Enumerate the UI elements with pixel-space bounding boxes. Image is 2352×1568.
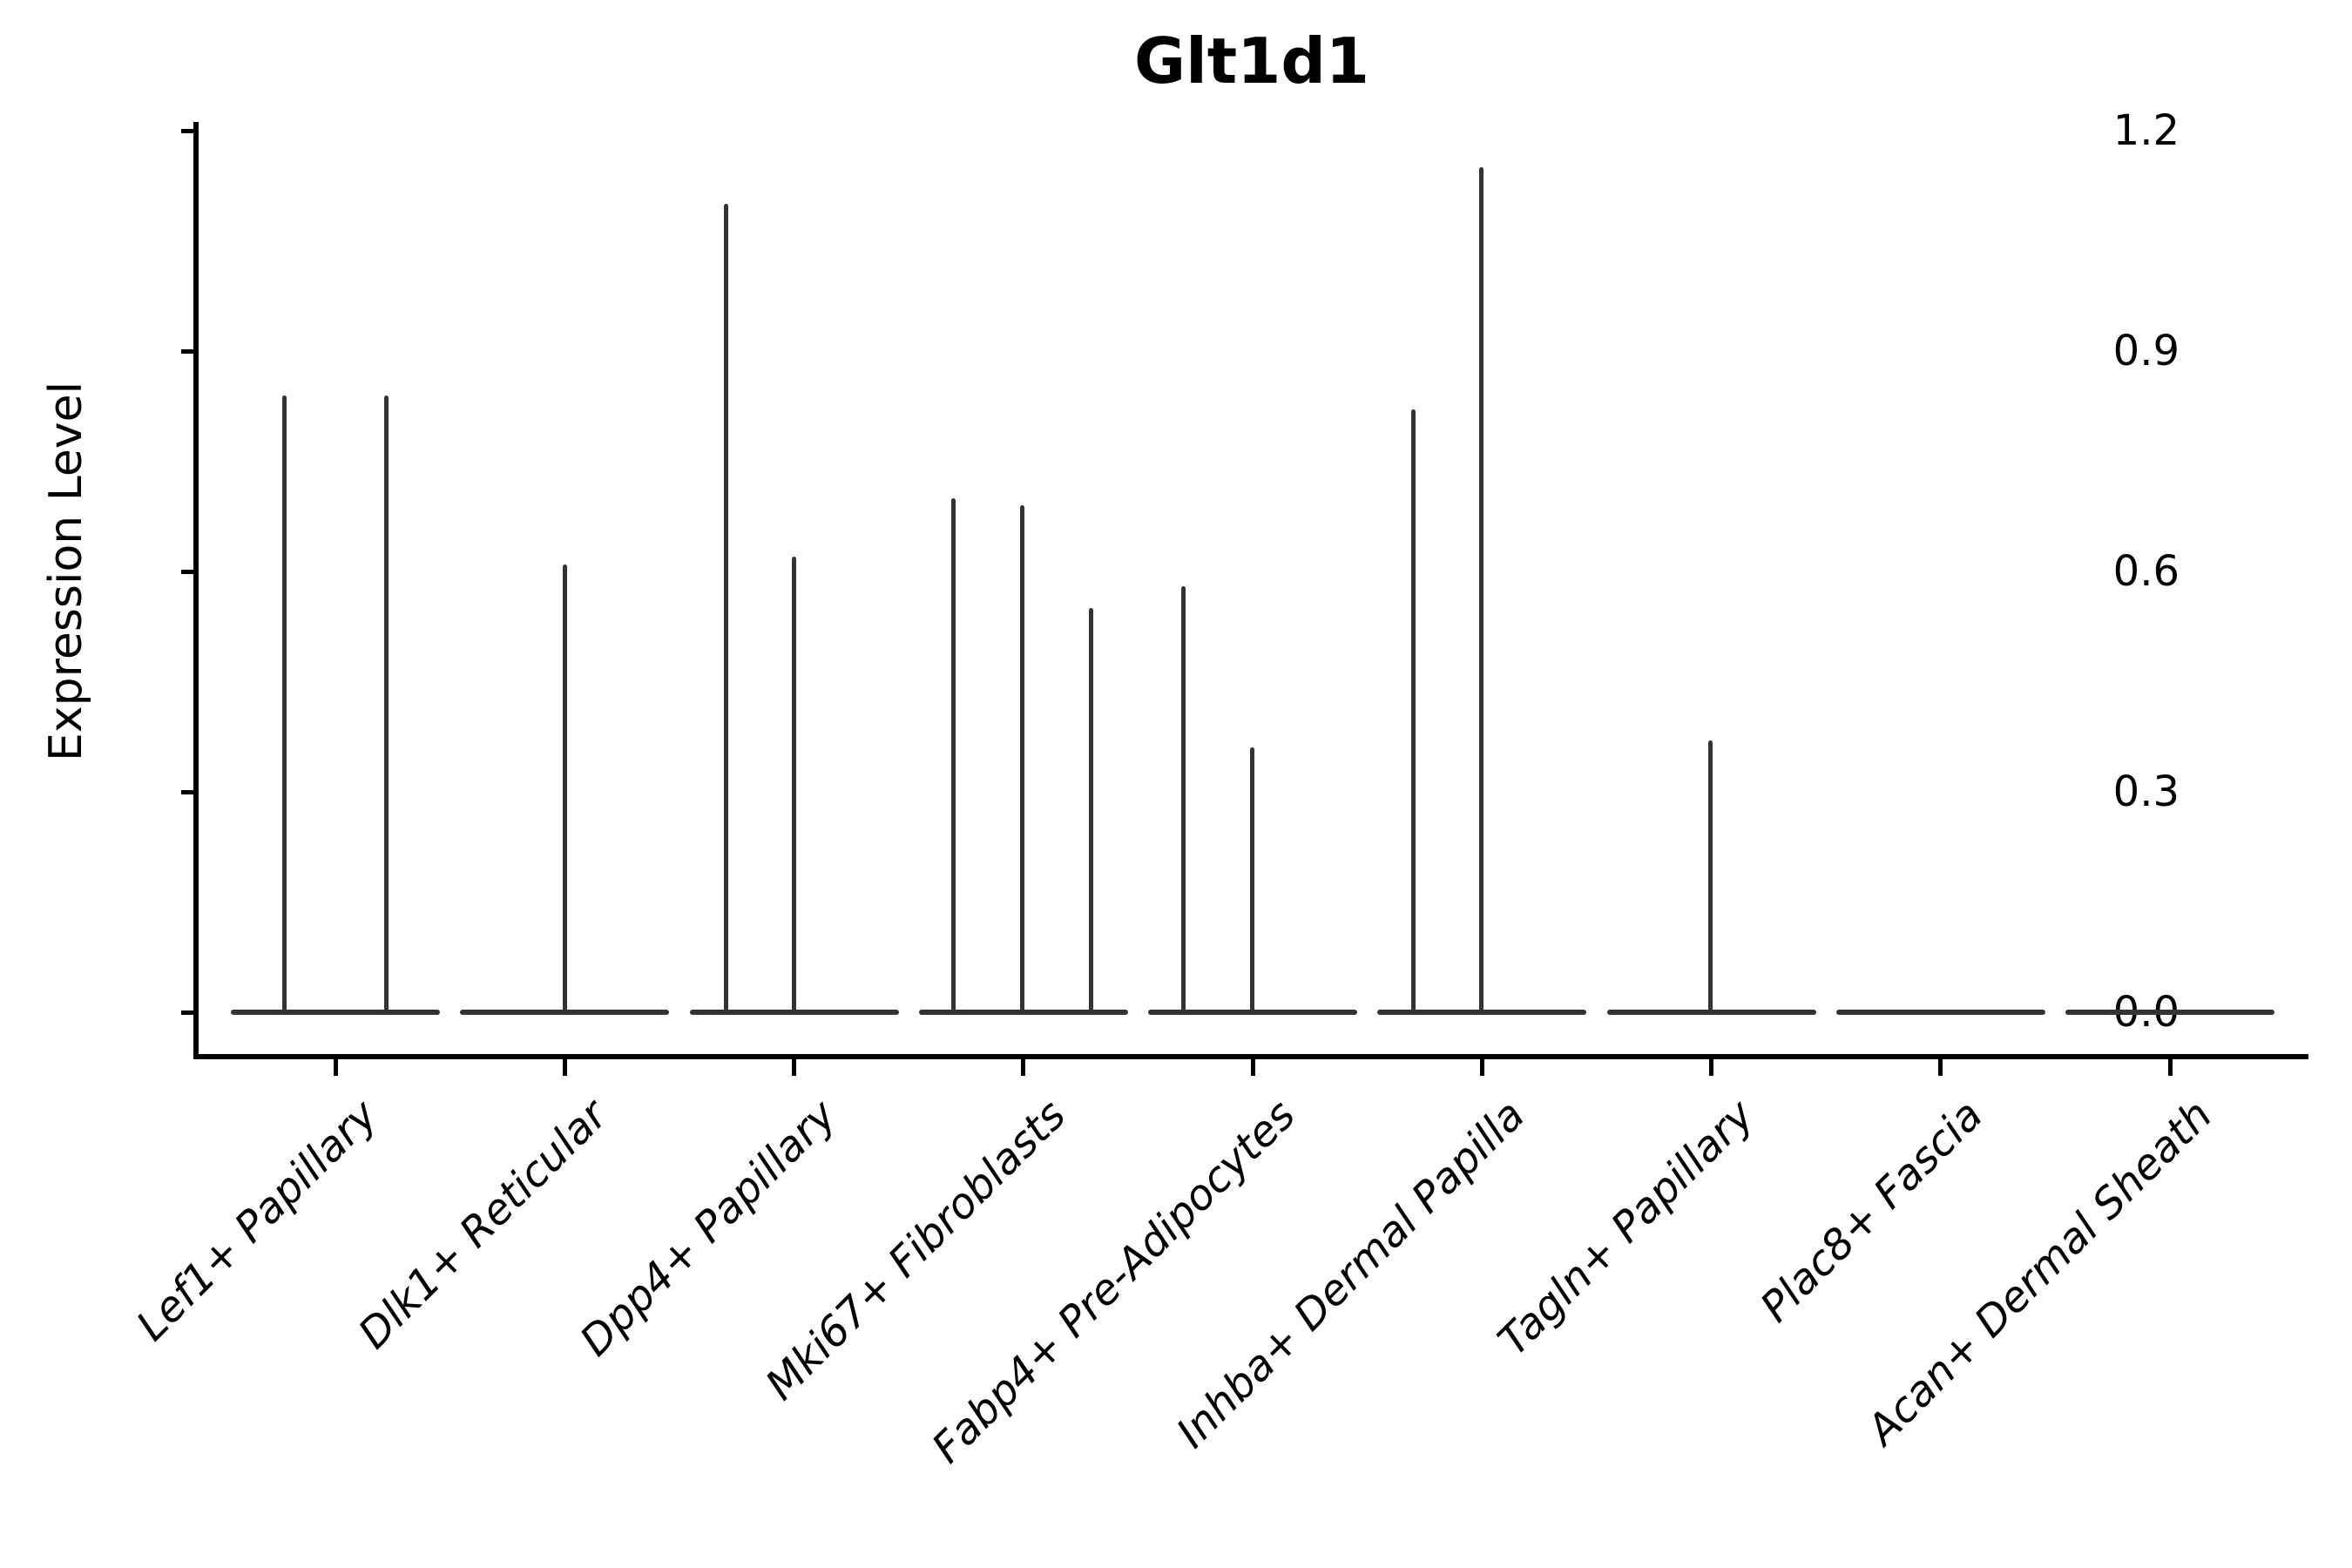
y-tick [181, 128, 196, 133]
chart-title: Glt1d1 [1134, 24, 1369, 98]
violin-spike [1249, 747, 1254, 1015]
violin-baseline [2065, 1010, 2274, 1015]
violin-spike [792, 557, 796, 1015]
violin-spike [1708, 740, 1713, 1015]
y-tick [181, 348, 196, 354]
x-tick-label: Dpp4+ Papillary [571, 1091, 847, 1366]
x-tick [1479, 1054, 1484, 1076]
violin-spike [1410, 409, 1416, 1015]
violin-spike [281, 395, 287, 1015]
y-tick [181, 1010, 196, 1015]
violin-spike [1089, 608, 1094, 1015]
y-tick-label: 0.3 [2112, 767, 2180, 816]
x-tick [792, 1054, 796, 1076]
y-tick [181, 789, 196, 794]
y-tick-label: 1.2 [2112, 106, 2180, 155]
violin-spike [1180, 585, 1186, 1015]
x-tick-label: Tagln+ Papillary [1488, 1091, 1764, 1366]
violin-spike [1478, 167, 1484, 1015]
violin-spike [724, 204, 728, 1015]
x-tick-label: Dlk1+ Reticular [348, 1091, 617, 1359]
x-tick [1709, 1054, 1713, 1076]
violin-spike [951, 497, 956, 1015]
violin-spike [562, 564, 567, 1015]
violin-baseline [231, 1010, 440, 1015]
violin-baseline [1835, 1010, 2045, 1015]
x-tick [2167, 1054, 2173, 1076]
x-tick [1021, 1054, 1026, 1076]
x-tick [562, 1054, 567, 1076]
x-tick-label: Lef1+ Papillary [127, 1091, 388, 1351]
x-tick [333, 1054, 338, 1076]
y-axis-spine [193, 122, 199, 1059]
y-tick-label: 0.9 [2112, 327, 2180, 375]
y-tick-label: 0.6 [2112, 547, 2180, 596]
y-tick [181, 569, 196, 574]
violin-spike [1020, 505, 1025, 1015]
violin-spike [383, 395, 389, 1015]
y-axis-label: Expression Level [40, 381, 92, 762]
x-tick-label: Fabp4+ Pre-Adipocytes [923, 1091, 1305, 1473]
x-tick [1250, 1054, 1255, 1076]
x-tick-label: Plac8+ Fascia [1751, 1091, 1993, 1332]
x-tick [1938, 1054, 1943, 1076]
